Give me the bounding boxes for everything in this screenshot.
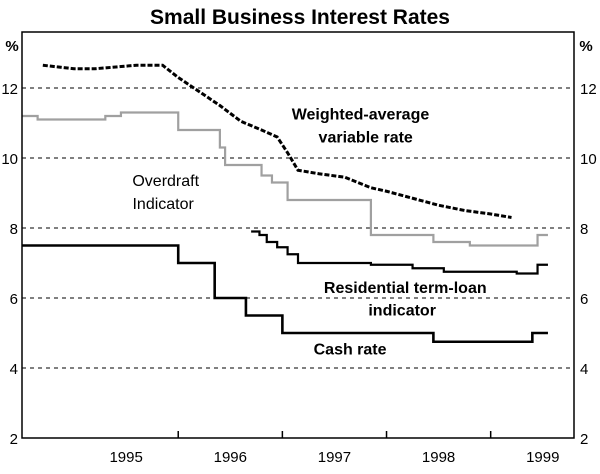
x-tick-label-1999: 1999 <box>526 449 559 466</box>
y-tick-label-left-6: 6 <box>10 291 18 308</box>
series-line-overdraft-indicator <box>22 111 548 247</box>
series-group <box>22 63 548 344</box>
plot-frame <box>21 31 575 439</box>
y-tick-label-right-2: 2 <box>580 431 588 448</box>
annotation-od1: Overdraft <box>132 173 199 190</box>
y-tick-label-left-4: 4 <box>10 361 18 378</box>
annotation-od2: Indicator <box>132 196 194 213</box>
x-tick-label-1997: 1997 <box>318 449 351 466</box>
y-tick-label-right-4: 4 <box>580 361 588 378</box>
annotation-wav2: variable rate <box>319 129 413 146</box>
y-axis-right-unit: % <box>579 38 592 55</box>
y-axis-left-unit: % <box>5 38 18 55</box>
annotation-rt1: Residential term-loan <box>324 280 487 297</box>
y-tick-label-left-2: 2 <box>10 431 18 448</box>
annotations: Weighted-average variable rate Overdraft In… <box>132 107 486 359</box>
series-line-cash-rate <box>22 244 548 344</box>
annotation-rt2: indicator <box>368 303 436 320</box>
y-tick-label-right-8: 8 <box>580 221 588 238</box>
y-tick-label-left-12: 12 <box>1 81 18 98</box>
y-tick-label-right-10: 10 <box>580 151 597 168</box>
series-line-residential-term-loan-indicator <box>251 230 548 275</box>
axes: 2 2 4 4 6 6 8 8 10 10 12 12 1995 1996 1997 1998 1999 <box>1 81 596 466</box>
y-tick-label-left-8: 8 <box>10 221 18 238</box>
x-tick-label-1998: 1998 <box>422 449 455 466</box>
x-tick-label-1995: 1995 <box>109 449 142 466</box>
annotation-cash: Cash rate <box>314 342 387 359</box>
y-tick-label-right-12: 12 <box>580 81 597 98</box>
x-tick-label-1996: 1996 <box>214 449 247 466</box>
series-line-weighted-average-variable-rate <box>42 63 512 219</box>
chart-title: Small Business Interest Rates <box>150 6 450 29</box>
y-tick-label-right-6: 6 <box>580 291 588 308</box>
gridlines <box>22 87 574 369</box>
annotation-wav1: Weighted-average <box>292 107 430 124</box>
y-tick-label-left-10: 10 <box>1 151 18 168</box>
